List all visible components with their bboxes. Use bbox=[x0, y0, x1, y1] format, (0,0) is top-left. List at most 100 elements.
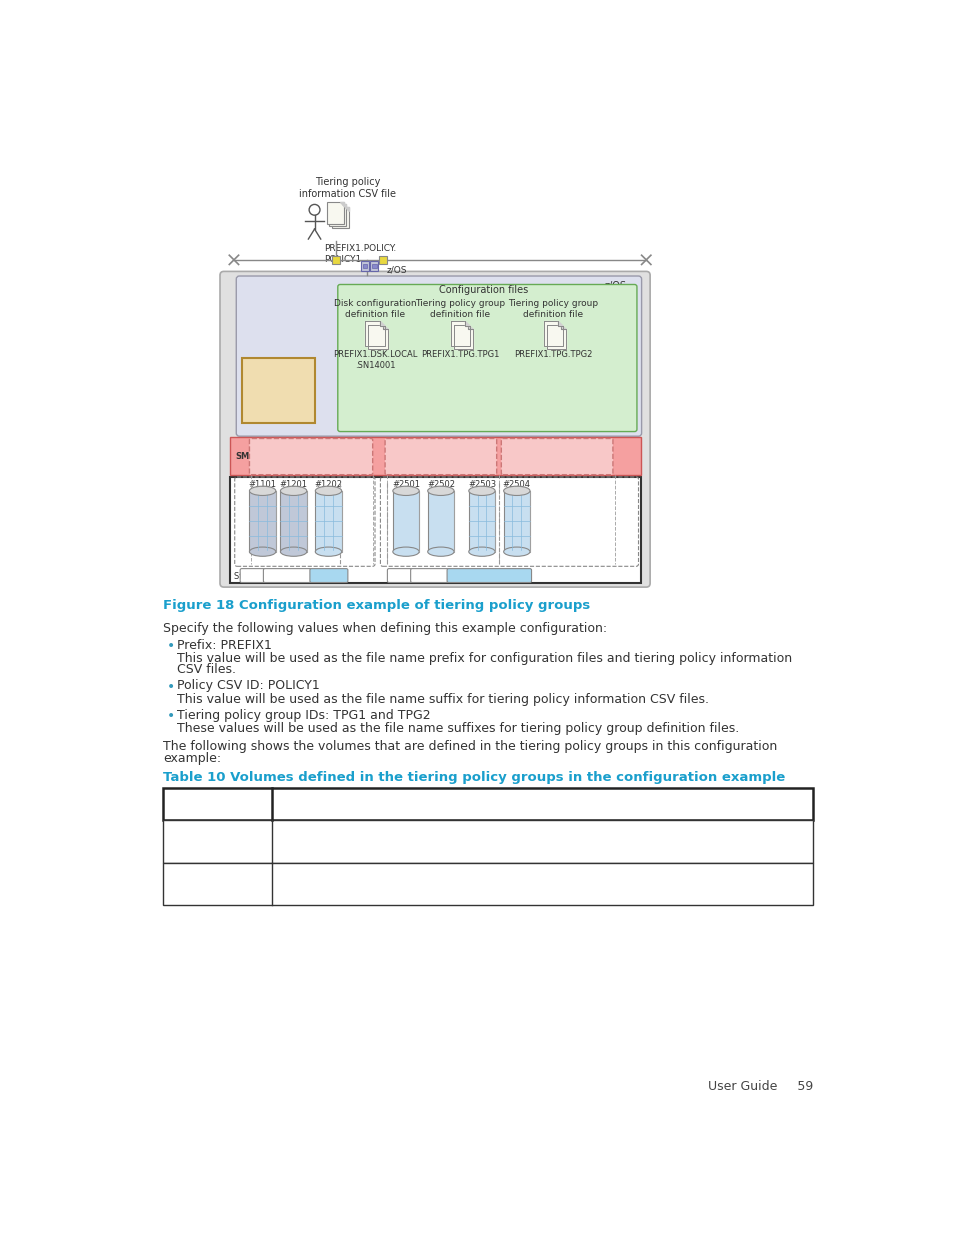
Polygon shape bbox=[543, 321, 562, 346]
Polygon shape bbox=[465, 321, 470, 326]
Text: CSV files.: CSV files. bbox=[177, 663, 236, 677]
Text: Tiering policy group
definition file: Tiering policy group definition file bbox=[508, 299, 598, 319]
FancyBboxPatch shape bbox=[310, 568, 348, 583]
Bar bbox=[315, 490, 341, 552]
Text: #2501: #2501 bbox=[392, 479, 419, 489]
Text: •: • bbox=[167, 638, 175, 652]
Ellipse shape bbox=[393, 547, 418, 556]
Text: SAS: SAS bbox=[277, 571, 296, 580]
Ellipse shape bbox=[249, 547, 275, 556]
Text: These values will be used as the file name suffixes for tiering policy group def: These values will be used as the file na… bbox=[177, 721, 739, 735]
Text: #2504: #2504 bbox=[502, 479, 530, 489]
Bar bbox=[360, 261, 369, 272]
Bar bbox=[329, 205, 346, 226]
FancyBboxPatch shape bbox=[263, 568, 311, 583]
Bar bbox=[378, 256, 386, 264]
Polygon shape bbox=[383, 325, 387, 330]
Text: SSD: SSD bbox=[242, 571, 262, 580]
Bar bbox=[249, 490, 275, 552]
Text: Tiering policy group TPG1: Tiering policy group TPG1 bbox=[240, 437, 357, 446]
Ellipse shape bbox=[503, 487, 530, 495]
FancyBboxPatch shape bbox=[387, 568, 412, 583]
Polygon shape bbox=[365, 321, 384, 346]
FancyBboxPatch shape bbox=[500, 438, 612, 474]
Text: Smart
Manager
for MF: Smart Manager for MF bbox=[251, 369, 305, 405]
Text: TPG1: TPG1 bbox=[170, 835, 202, 848]
Bar bbox=[427, 490, 454, 552]
Text: •: • bbox=[167, 709, 175, 722]
Text: #1202: #1202 bbox=[314, 479, 342, 489]
Bar bbox=[332, 206, 348, 228]
FancyBboxPatch shape bbox=[410, 568, 448, 583]
Text: All volumes of SMS storage group SG2: All volumes of SMS storage group SG2 bbox=[289, 871, 529, 883]
Text: Storage group SG1: Storage group SG1 bbox=[268, 452, 354, 462]
Bar bbox=[280, 490, 307, 552]
Text: PREFIX1.POLICY.
POLICY1: PREFIX1.POLICY. POLICY1 bbox=[324, 245, 396, 264]
FancyBboxPatch shape bbox=[236, 275, 641, 436]
Text: •: • bbox=[167, 679, 175, 694]
Polygon shape bbox=[546, 325, 565, 350]
Bar bbox=[503, 490, 530, 552]
Bar bbox=[332, 256, 340, 264]
Text: #1101: #1101 bbox=[249, 479, 276, 489]
Text: Figure 18 Configuration example of tiering policy groups: Figure 18 Configuration example of tieri… bbox=[163, 599, 590, 611]
Polygon shape bbox=[468, 325, 473, 330]
Text: Tiering policy group TPG2: Tiering policy group TPG2 bbox=[433, 437, 549, 446]
Text: Storage group SG2: Storage group SG2 bbox=[397, 452, 483, 462]
Text: Disk configuration
definition file: Disk configuration definition file bbox=[334, 299, 416, 319]
Ellipse shape bbox=[315, 487, 341, 495]
Text: SATA: SATA bbox=[476, 571, 500, 580]
Text: #2503: #2503 bbox=[467, 479, 496, 489]
Polygon shape bbox=[379, 321, 384, 326]
Text: •: • bbox=[279, 871, 287, 883]
Text: PREFIX1.TPG.TPG2: PREFIX1.TPG.TPG2 bbox=[514, 350, 592, 359]
Text: Defined volume: Defined volume bbox=[281, 798, 391, 810]
Polygon shape bbox=[454, 325, 473, 350]
Ellipse shape bbox=[280, 487, 307, 495]
Text: Storage system (14001): Storage system (14001) bbox=[233, 572, 335, 580]
Polygon shape bbox=[344, 206, 348, 211]
Polygon shape bbox=[340, 203, 344, 206]
Polygon shape bbox=[368, 325, 387, 350]
Text: Configuration files: Configuration files bbox=[438, 285, 528, 295]
Bar bbox=[163, 820, 812, 863]
Text: example:: example: bbox=[163, 752, 221, 764]
Bar bbox=[372, 264, 376, 268]
Text: SSD: SSD bbox=[390, 571, 409, 580]
Text: The following shows the volumes that are defined in the tiering policy groups in: The following shows the volumes that are… bbox=[163, 740, 777, 753]
Text: Table 10 Volumes defined in the tiering policy groups in the configuration examp: Table 10 Volumes defined in the tiering … bbox=[163, 771, 785, 784]
Text: •: • bbox=[279, 884, 287, 898]
Text: PREFIX1.DSK.LOCAL
.SN14001: PREFIX1.DSK.LOCAL .SN14001 bbox=[333, 350, 416, 370]
Text: All volumes of SMS storage group SG1: All volumes of SMS storage group SG1 bbox=[289, 829, 529, 841]
Polygon shape bbox=[560, 325, 565, 330]
Text: This value will be used as the file name prefix for configuration files and tier: This value will be used as the file name… bbox=[177, 652, 792, 664]
Text: z/OS: z/OS bbox=[386, 266, 407, 274]
Ellipse shape bbox=[503, 547, 530, 556]
Text: This value will be used as the file name suffix for tiering policy information C: This value will be used as the file name… bbox=[177, 693, 709, 705]
Ellipse shape bbox=[468, 547, 495, 556]
Bar bbox=[393, 490, 418, 552]
FancyBboxPatch shape bbox=[385, 438, 497, 474]
Text: #1201: #1201 bbox=[279, 479, 307, 489]
Text: PREFIX1.TPG.TPG1: PREFIX1.TPG.TPG1 bbox=[420, 350, 499, 359]
Text: Volume of device number 1202: Volume of device number 1202 bbox=[289, 842, 484, 855]
FancyBboxPatch shape bbox=[447, 568, 531, 583]
Text: Tiering policy group
name: Tiering policy group name bbox=[170, 789, 310, 819]
Ellipse shape bbox=[393, 487, 418, 495]
Text: •: • bbox=[279, 829, 287, 841]
Text: Storage group SG3: Storage group SG3 bbox=[514, 452, 599, 462]
Polygon shape bbox=[342, 205, 346, 209]
Text: SMS: SMS bbox=[235, 452, 255, 461]
Polygon shape bbox=[558, 321, 562, 326]
Bar bbox=[327, 203, 344, 224]
FancyBboxPatch shape bbox=[240, 568, 265, 583]
Polygon shape bbox=[450, 321, 470, 346]
Text: TPG2: TPG2 bbox=[170, 877, 202, 890]
FancyBboxPatch shape bbox=[337, 284, 637, 431]
Text: User Guide     59: User Guide 59 bbox=[707, 1079, 812, 1093]
Text: Prefix: PREFIX1: Prefix: PREFIX1 bbox=[177, 638, 272, 652]
Text: Tiering policy group IDs: TPG1 and TPG2: Tiering policy group IDs: TPG1 and TPG2 bbox=[177, 709, 431, 721]
Text: z/OS: z/OS bbox=[604, 282, 626, 291]
FancyBboxPatch shape bbox=[241, 358, 314, 424]
Ellipse shape bbox=[427, 487, 454, 495]
